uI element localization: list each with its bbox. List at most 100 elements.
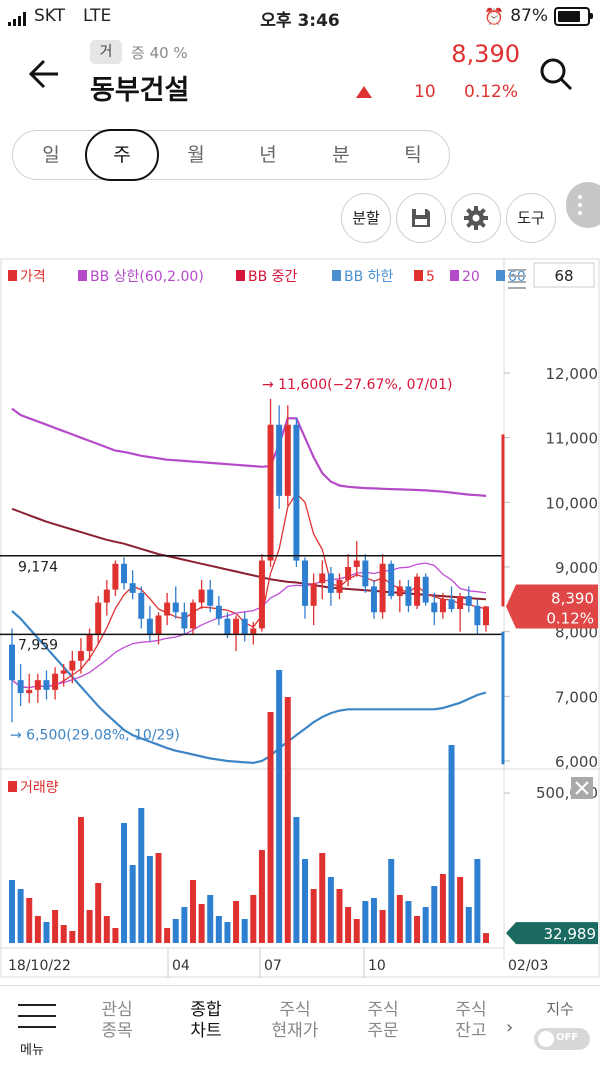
- candle-body: [414, 576, 421, 606]
- date-axis: 18/10/22 04 07 10 02/03: [8, 948, 548, 978]
- volume-bar: [26, 898, 33, 943]
- scroll-handle-icon[interactable]: [508, 269, 526, 289]
- candle-body: [310, 583, 317, 606]
- candle-body: [26, 689, 33, 694]
- candle-body: [86, 634, 93, 652]
- volume-bar: [405, 901, 412, 943]
- candle-body: [370, 586, 377, 613]
- tab-month[interactable]: 월: [187, 144, 205, 166]
- candle-body: [138, 592, 145, 619]
- candle-body: [60, 670, 67, 674]
- network: LTE: [83, 6, 112, 26]
- volume-bar: [189, 880, 196, 943]
- volume-bar: [302, 859, 309, 943]
- volume-bar: [276, 670, 283, 943]
- volume-close-button[interactable]: [571, 777, 593, 799]
- candle-body: [164, 602, 171, 616]
- legend-swatch: [414, 270, 423, 281]
- candle-body: [34, 680, 41, 690]
- nav-watchlist[interactable]: 관심 종목: [82, 1000, 152, 1042]
- save-button[interactable]: [396, 193, 446, 243]
- tool-button[interactable]: 도구: [506, 193, 556, 243]
- nav-current-price-l2: 현재가: [271, 1021, 319, 1041]
- volume-bar: [336, 889, 343, 943]
- candle-body: [319, 573, 326, 584]
- menu-icon[interactable]: [18, 1004, 56, 1037]
- page-title[interactable]: 동부건설: [90, 75, 190, 106]
- legend-label: BB 하한: [344, 269, 394, 285]
- candle-body: [95, 602, 102, 635]
- save-icon: [412, 209, 430, 227]
- nav-balance-l1: 주식: [455, 1000, 487, 1020]
- volume-tag-shape: [506, 922, 598, 945]
- candle-body: [215, 605, 222, 619]
- nav-watchlist-l2: 종목: [101, 1021, 133, 1041]
- candle-body: [258, 560, 265, 629]
- volume-bar: [52, 910, 59, 943]
- reference-lines[interactable]: 9,174 7,959: [0, 554, 504, 654]
- nav-balance[interactable]: 주식 잔고: [436, 1000, 506, 1042]
- tab-minute[interactable]: 분: [332, 144, 350, 166]
- candle-body: [465, 596, 472, 606]
- split-button[interactable]: 분할: [341, 193, 391, 243]
- search-icon[interactable]: [536, 54, 576, 94]
- volume-bar: [319, 853, 326, 943]
- candle-body: [52, 673, 59, 690]
- nav-current-price[interactable]: 주식 현재가: [260, 1000, 330, 1042]
- battery-icon: [554, 6, 593, 26]
- lower-line-label: 7,959: [18, 637, 58, 653]
- volume-bar: [431, 886, 438, 943]
- legend-swatch: [450, 270, 459, 281]
- volume-bar: [207, 895, 214, 943]
- nav-current-price-l1: 주식: [279, 1000, 311, 1020]
- volume-bar: [327, 877, 334, 943]
- nav-order-l2: 주문: [367, 1021, 399, 1041]
- chevron-right-icon[interactable]: ›: [506, 1017, 514, 1038]
- legend-swatch: [496, 270, 505, 281]
- more-options-icon[interactable]: [566, 182, 600, 228]
- menu-label[interactable]: 메뉴: [20, 1043, 44, 1058]
- x-tick-label: 07: [264, 958, 282, 974]
- candle-body: [189, 602, 196, 629]
- legend-swatch: [332, 270, 341, 281]
- y-tick-label: 12,000: [546, 365, 599, 383]
- volume-bar: [310, 889, 317, 943]
- volume-bar: [345, 907, 352, 943]
- volume-bar: [103, 916, 110, 943]
- candle-body: [155, 615, 162, 635]
- price-candles: [9, 398, 489, 723]
- stock-badge: 거: [90, 40, 122, 64]
- legend-label: BB 중간: [248, 269, 298, 285]
- volume-bar: [77, 817, 84, 943]
- candle-body: [198, 589, 205, 603]
- candle-body: [9, 644, 15, 681]
- candle-body: [224, 618, 231, 635]
- legend-swatch: [78, 270, 87, 281]
- settings-button[interactable]: [451, 193, 501, 243]
- candle-body: [474, 605, 481, 626]
- signal-icon: [8, 12, 26, 26]
- volume-bar: [267, 712, 274, 943]
- volume-bar: [293, 817, 300, 943]
- period-tabs: 일 주 월 년 분 틱: [12, 129, 450, 181]
- volume-bar: [483, 933, 489, 943]
- volume-bar: [164, 928, 171, 943]
- candle-body: [483, 606, 489, 626]
- nav-chart[interactable]: 종합 차트: [171, 1000, 241, 1042]
- nav-order[interactable]: 주식 주문: [348, 1000, 418, 1042]
- tab-year[interactable]: 년: [259, 144, 277, 166]
- tab-day[interactable]: 일: [42, 144, 60, 166]
- legend-label: 가격: [20, 269, 46, 285]
- price-tag-value: 8,390: [551, 589, 594, 607]
- status-bar: SKT LTE 오후 3:46 ⏰ 87%: [0, 0, 600, 34]
- y-tick-label: 9,000: [555, 559, 598, 577]
- legend-label: 5: [426, 269, 435, 285]
- tab-week[interactable]: 주: [85, 129, 159, 181]
- tab-tick[interactable]: 틱: [404, 144, 422, 166]
- visible-count-box[interactable]: [533, 262, 595, 288]
- margin-rate: 증 40 %: [131, 44, 188, 62]
- back-arrow-icon[interactable]: [26, 54, 66, 94]
- index-toggle[interactable]: OFF: [534, 1028, 590, 1050]
